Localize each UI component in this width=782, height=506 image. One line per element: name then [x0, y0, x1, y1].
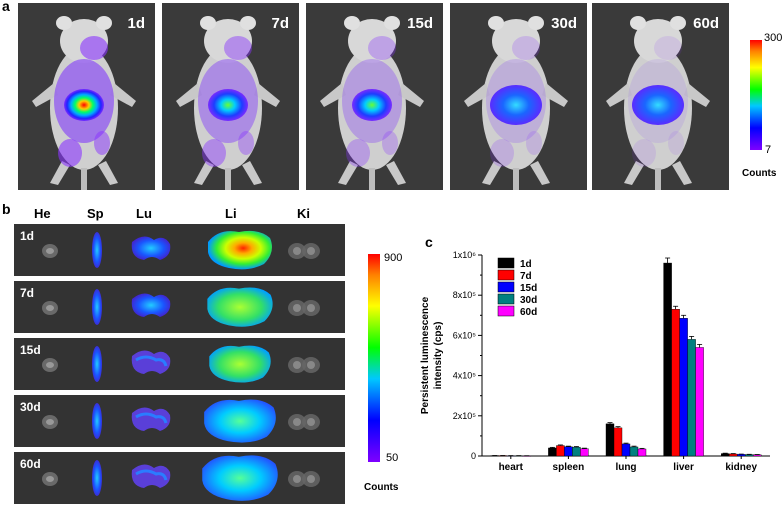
mouse-image-panel: 30d [450, 3, 587, 190]
panel-a-colorbar-max: 300 [764, 32, 782, 44]
panel-a-colorbar [750, 40, 762, 150]
legend-swatch [497, 305, 515, 317]
bar [629, 446, 639, 457]
panel-a-label: a [2, 0, 10, 14]
mouse-day-label: 60d [693, 15, 719, 32]
organ-column-label: He [34, 206, 51, 221]
organ-image [42, 399, 320, 443]
legend-label: 15d [520, 283, 537, 294]
legend-swatch [497, 281, 515, 293]
y-tick-label: 8x10⁵ [453, 290, 477, 300]
mouse-day-label: 15d [407, 15, 433, 32]
mouse-image [176, 16, 280, 190]
organ-image-row: 60d [14, 452, 345, 504]
bar [671, 309, 680, 457]
panel-a-colorbar-unit: Counts [742, 168, 777, 179]
y-tick-label: 4x10⁵ [453, 371, 477, 381]
bar [637, 448, 647, 457]
organ-row-day-label: 15d [20, 343, 41, 357]
panel-a-colorbar-min: 7 [765, 144, 772, 156]
y-tick-label: 6x10⁵ [453, 330, 477, 340]
x-tick-label: kidney [725, 462, 757, 473]
legend-swatch [497, 293, 515, 305]
mouse-image-panel: 7d [162, 3, 299, 190]
mouse-image-panel: 1d [18, 3, 155, 190]
organ-image-row: 1d [14, 224, 345, 276]
y-axis-label-line1: Persistent luminescence [420, 296, 431, 414]
bar [548, 447, 557, 457]
x-tick-label: lung [615, 462, 636, 473]
organ-row-day-label: 7d [20, 286, 35, 300]
organ-image [42, 287, 320, 327]
panel-b-colorbar-max: 900 [384, 252, 403, 264]
mouse-image [320, 16, 424, 190]
bar [613, 427, 623, 457]
organ-row-day-label: 30d [20, 400, 41, 414]
mouse-image [464, 16, 568, 190]
mouse-image [32, 16, 136, 190]
x-tick-label: spleen [553, 462, 585, 473]
organ-image-row: 7d [14, 281, 345, 333]
organ-column-label: Lu [136, 206, 152, 221]
mouse-day-label: 7d [271, 15, 289, 32]
bar [745, 454, 754, 457]
organ-image [42, 345, 320, 383]
bar [605, 423, 615, 457]
organ-row-day-label: 60d [20, 457, 41, 471]
mouse-image-panel: 15d [306, 3, 443, 190]
organ-image [42, 230, 320, 270]
panel-c-label: c [425, 234, 433, 250]
legend-label: 7d [520, 271, 532, 282]
organ-column-label: Sp [87, 206, 104, 221]
legend-label: 1d [520, 259, 532, 270]
mouse-image-panel: 60d [592, 3, 729, 190]
y-tick-label: 2x10⁵ [453, 411, 477, 421]
x-tick-label: liver [673, 462, 694, 473]
bar [687, 339, 696, 457]
panel-b-colorbar-min: 50 [386, 452, 399, 464]
bar [580, 448, 589, 457]
bar [621, 443, 631, 457]
legend-swatch [497, 269, 515, 281]
organ-column-label: Li [225, 206, 237, 221]
mouse-image [606, 16, 710, 190]
bar [679, 318, 688, 457]
legend-swatch [497, 257, 515, 269]
organ-image [42, 455, 320, 501]
panel-b-colorbar [368, 254, 380, 462]
bar [556, 445, 565, 457]
bar [564, 446, 573, 457]
organ-row-day-label: 1d [20, 229, 35, 243]
bar [737, 454, 746, 457]
mouse-day-label: 30d [551, 15, 577, 32]
legend-label: 60d [520, 307, 537, 318]
bar [753, 454, 762, 457]
organ-image-row: 15d [14, 338, 345, 390]
x-tick-label: heart [499, 462, 524, 473]
panel-c-bar-chart: 0 2x10⁵ 4x10⁵ 6x10⁵ 8x10⁵ 1x10⁶ Persistent lum… [420, 250, 770, 473]
bar [663, 262, 672, 457]
bar [572, 446, 581, 457]
bar [721, 453, 730, 457]
bar [729, 453, 738, 457]
legend-label: 30d [520, 295, 537, 306]
panel-b-colorbar-unit: Counts [364, 482, 399, 493]
panel-b-label: b [2, 201, 11, 217]
organ-column-label: Ki [297, 206, 310, 221]
y-tick-label: 1x10⁶ [453, 250, 477, 260]
mouse-day-label: 1d [127, 15, 145, 32]
y-tick-label: 0 [471, 451, 476, 461]
y-axis-label-line2: intensity (cps) [433, 322, 444, 390]
bar [695, 347, 704, 457]
organ-image-row: 30d [14, 395, 345, 447]
